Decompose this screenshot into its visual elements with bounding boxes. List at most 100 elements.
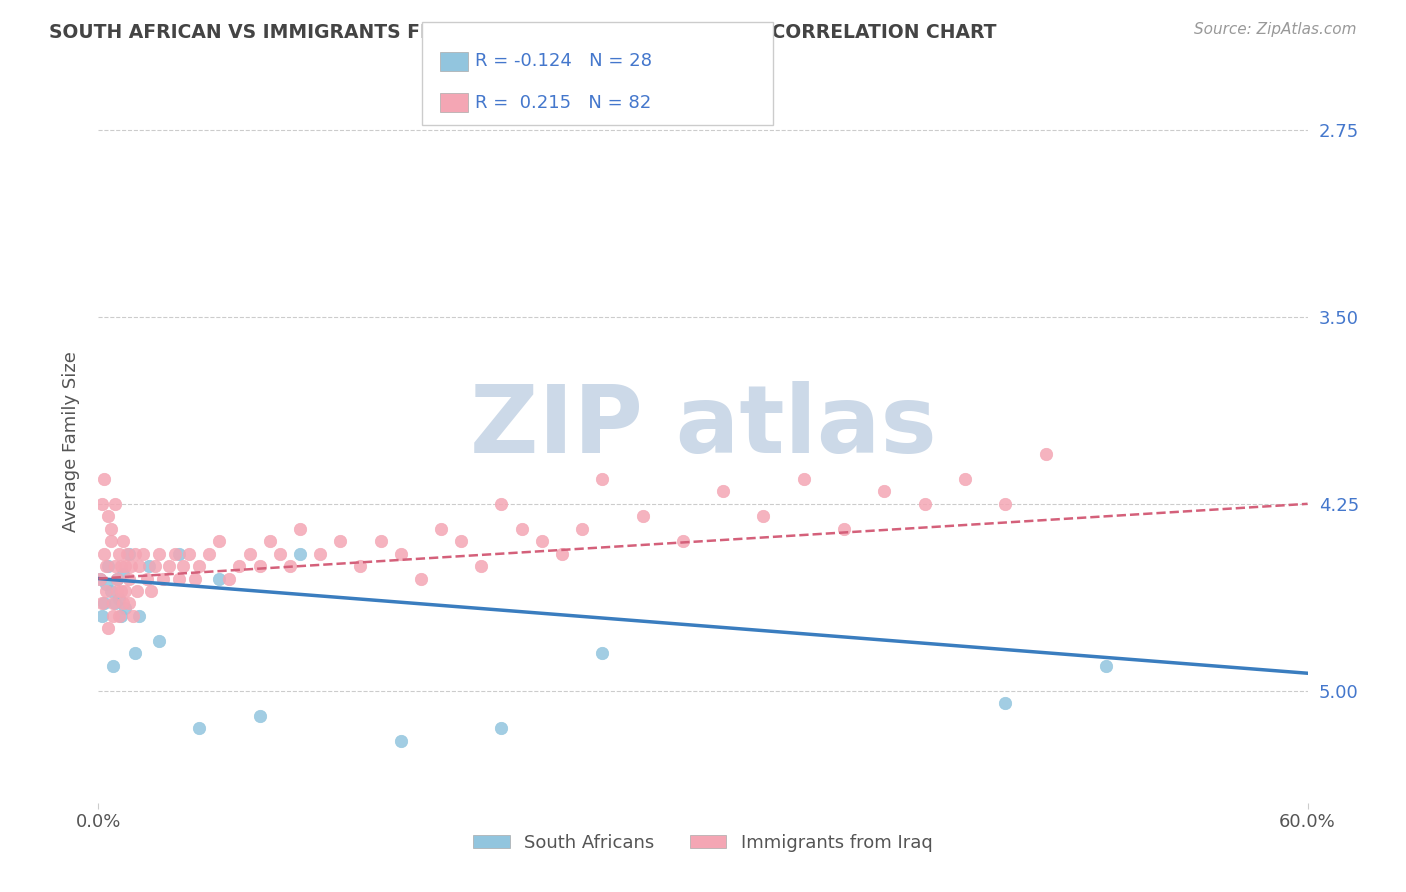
Point [873, 484, 896, 499]
Point [218, 572, 240, 586]
Point [114, 559, 136, 574]
Point [97, 559, 120, 574]
Point [89, 572, 111, 586]
Point [105, 572, 128, 586]
Point [103, 559, 125, 574]
Point [1035, 447, 1057, 461]
Point [121, 609, 143, 624]
Point [228, 559, 250, 574]
Point [107, 591, 129, 606]
Point [288, 547, 311, 561]
Point [96, 559, 118, 574]
Point [188, 559, 211, 574]
Point [105, 584, 128, 599]
Point [100, 522, 122, 536]
Point [93, 547, 115, 561]
Point [91, 609, 114, 624]
Point [631, 509, 654, 524]
Point [249, 708, 271, 723]
Point [179, 547, 201, 561]
Point [124, 646, 146, 660]
Text: ZIP atlas: ZIP atlas [470, 381, 936, 473]
Point [389, 547, 412, 561]
Point [309, 547, 332, 561]
Point [198, 547, 221, 561]
Point [953, 472, 976, 486]
Point [105, 572, 128, 586]
Point [329, 534, 352, 549]
Point [259, 534, 281, 549]
Point [491, 497, 513, 511]
Point [157, 559, 180, 574]
Point [111, 534, 134, 549]
Point [510, 522, 533, 536]
Point [994, 497, 1017, 511]
Point [120, 559, 142, 574]
Point [93, 597, 115, 611]
Point [994, 696, 1017, 710]
Point [152, 572, 174, 586]
Point [832, 522, 855, 536]
Point [793, 472, 815, 486]
Point [110, 609, 132, 624]
Point [100, 534, 122, 549]
Point [349, 559, 371, 574]
Point [110, 559, 132, 574]
Point [167, 572, 190, 586]
Point [124, 547, 146, 561]
Point [97, 509, 120, 524]
Point [208, 534, 231, 549]
Point [107, 547, 129, 561]
Point [184, 572, 207, 586]
Point [115, 547, 138, 561]
Point [208, 572, 231, 586]
Point [103, 497, 125, 511]
Point [143, 559, 166, 574]
Point [110, 584, 132, 599]
Point [96, 576, 118, 591]
Point [409, 572, 432, 586]
Point [530, 534, 553, 549]
Point [91, 597, 114, 611]
Point [100, 584, 122, 599]
Point [148, 633, 170, 648]
Point [118, 597, 141, 611]
Point [135, 572, 157, 586]
Point [269, 547, 291, 561]
Point [167, 547, 190, 561]
Point [148, 547, 170, 561]
Point [914, 497, 936, 511]
Point [125, 584, 148, 599]
Point [101, 609, 124, 624]
Y-axis label: Average Family Size: Average Family Size [62, 351, 80, 532]
Point [114, 601, 136, 615]
Point [111, 566, 134, 581]
Point [249, 559, 271, 574]
Point [288, 522, 311, 536]
Point [551, 547, 574, 561]
Point [132, 547, 155, 561]
Point [591, 472, 613, 486]
Point [430, 522, 453, 536]
Point [107, 609, 129, 624]
Point [118, 572, 141, 586]
Point [139, 584, 162, 599]
Point [591, 646, 613, 660]
Point [1095, 658, 1118, 673]
Point [128, 559, 150, 574]
Point [163, 547, 186, 561]
Point [752, 509, 775, 524]
Point [389, 733, 412, 747]
Point [114, 584, 136, 599]
Point [491, 721, 513, 735]
Legend: South Africans, Immigrants from Iraq: South Africans, Immigrants from Iraq [467, 826, 939, 859]
Point [138, 559, 160, 574]
Point [96, 584, 118, 599]
Point [101, 597, 124, 611]
Text: R =  0.215   N = 82: R = 0.215 N = 82 [475, 94, 651, 112]
Point [118, 547, 141, 561]
Point [172, 559, 194, 574]
Point [103, 597, 125, 611]
Point [93, 472, 115, 486]
Point [450, 534, 472, 549]
